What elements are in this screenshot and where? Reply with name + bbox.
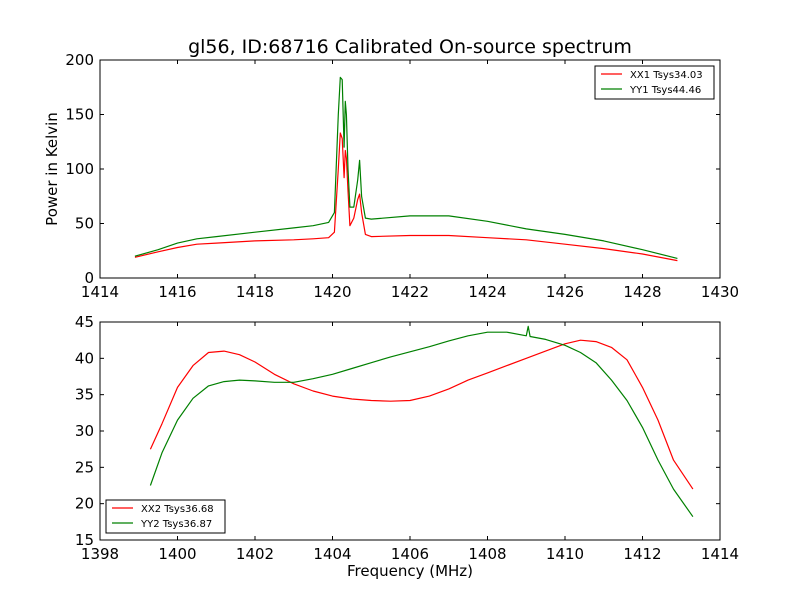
- bottom-x-ticks: 1398 1400 1402 1404 1406 1408 1410 1412 1414: [81, 322, 739, 563]
- bottom-series-lines: [149, 325, 694, 518]
- x-tick-label: 1414: [81, 283, 119, 301]
- y-tick-label: 40: [75, 349, 94, 367]
- top-spectrum-panel: gl56, ID:68716 Calibrated On-source spec…: [43, 36, 739, 301]
- x-tick-label: 1428: [623, 283, 661, 301]
- y-tick-label: 15: [75, 531, 94, 549]
- x-tick-label: 1410: [546, 545, 584, 563]
- series-line-top-0: [134, 132, 678, 262]
- x-tick-label: 1398: [81, 545, 119, 563]
- y-tick-label: 45: [75, 313, 94, 331]
- bottom-y-ticks: 15 20 25 30 35 40 45: [75, 313, 720, 549]
- y-tick-label: 0: [84, 269, 94, 287]
- top-y-axis-label: Power in Kelvin: [43, 112, 61, 226]
- top-x-ticks: 1414 1416 1418 1420 1422 1424 1426 1428 1430: [81, 60, 739, 301]
- top-series-lines: [134, 76, 678, 262]
- x-tick-label: 1420: [313, 283, 351, 301]
- chart-title: gl56, ID:68716 Calibrated On-source spec…: [188, 36, 632, 58]
- x-tick-label: 1406: [391, 545, 429, 563]
- x-tick-label: 1408: [468, 545, 506, 563]
- series-line-bottom-0: [149, 339, 694, 490]
- x-axis-label: Frequency (MHz): [347, 562, 473, 580]
- x-tick-label: 1418: [236, 283, 274, 301]
- y-tick-label: 25: [75, 458, 94, 476]
- x-tick-label: 1404: [313, 545, 351, 563]
- x-tick-label: 1430: [701, 283, 739, 301]
- legend-label-yy1: YY1 Tsys44.46: [629, 85, 701, 96]
- y-tick-label: 200: [65, 51, 94, 69]
- x-tick-label: 1416: [158, 283, 196, 301]
- y-tick-label: 50: [75, 215, 94, 233]
- y-tick-label: 150: [65, 106, 94, 124]
- series-line-top-1: [134, 76, 678, 259]
- top-legend-box: [594, 65, 715, 100]
- y-tick-label: 100: [65, 160, 94, 178]
- top-legend: XX1 Tsys34.03 YY1 Tsys44.46: [594, 65, 715, 100]
- y-tick-label: 35: [75, 386, 94, 404]
- legend-label-xx2: XX2 Tsys36.68: [141, 504, 214, 515]
- x-tick-label: 1422: [391, 283, 429, 301]
- y-tick-label: 20: [75, 495, 94, 513]
- x-tick-label: 1424: [468, 283, 506, 301]
- bottom-legend: XX2 Tsys36.68 YY2 Tsys36.87: [105, 499, 226, 534]
- x-tick-label: 1426: [546, 283, 584, 301]
- top-y-ticks: 0 50 100 150 200: [65, 51, 720, 287]
- x-tick-label: 1402: [236, 545, 274, 563]
- bottom-legend-box: [105, 499, 226, 534]
- x-tick-label: 1400: [158, 545, 196, 563]
- y-tick-label: 30: [75, 422, 94, 440]
- x-tick-label: 1414: [701, 545, 739, 563]
- x-tick-label: 1412: [623, 545, 661, 563]
- legend-label-xx1: XX1 Tsys34.03: [630, 70, 703, 81]
- legend-label-yy2: YY2 Tsys36.87: [140, 519, 212, 530]
- bottom-spectrum-panel: 1398 1400 1402 1404 1406 1408 1410 1412 1414 15 2…: [75, 313, 739, 580]
- series-line-bottom-1: [149, 325, 694, 518]
